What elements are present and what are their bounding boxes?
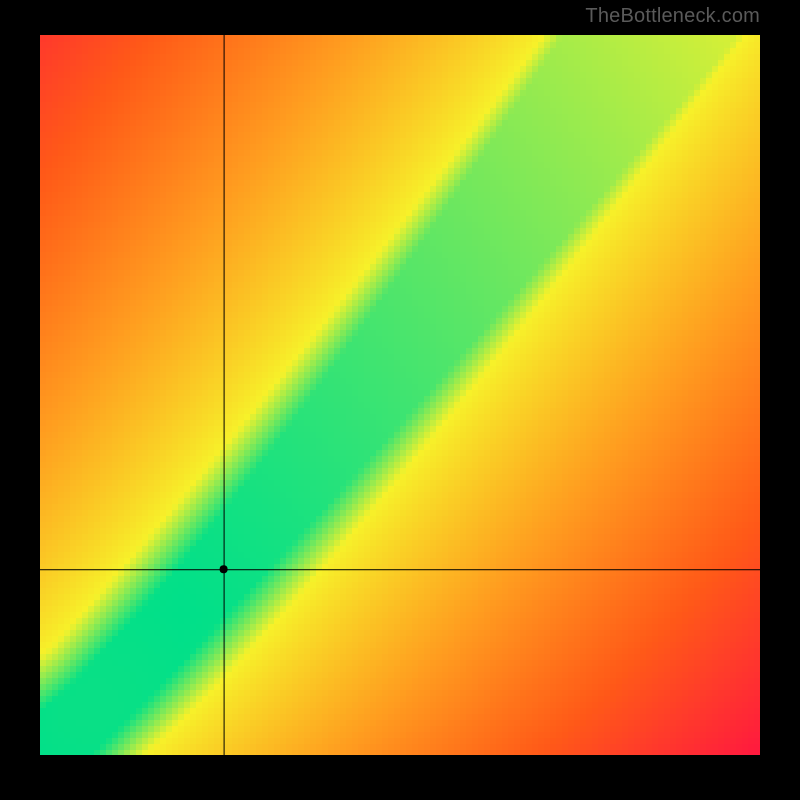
heatmap-canvas	[40, 35, 760, 755]
chart-container: TheBottleneck.com	[0, 0, 800, 800]
attribution-text: TheBottleneck.com	[585, 5, 760, 28]
heatmap-plot	[40, 35, 760, 755]
